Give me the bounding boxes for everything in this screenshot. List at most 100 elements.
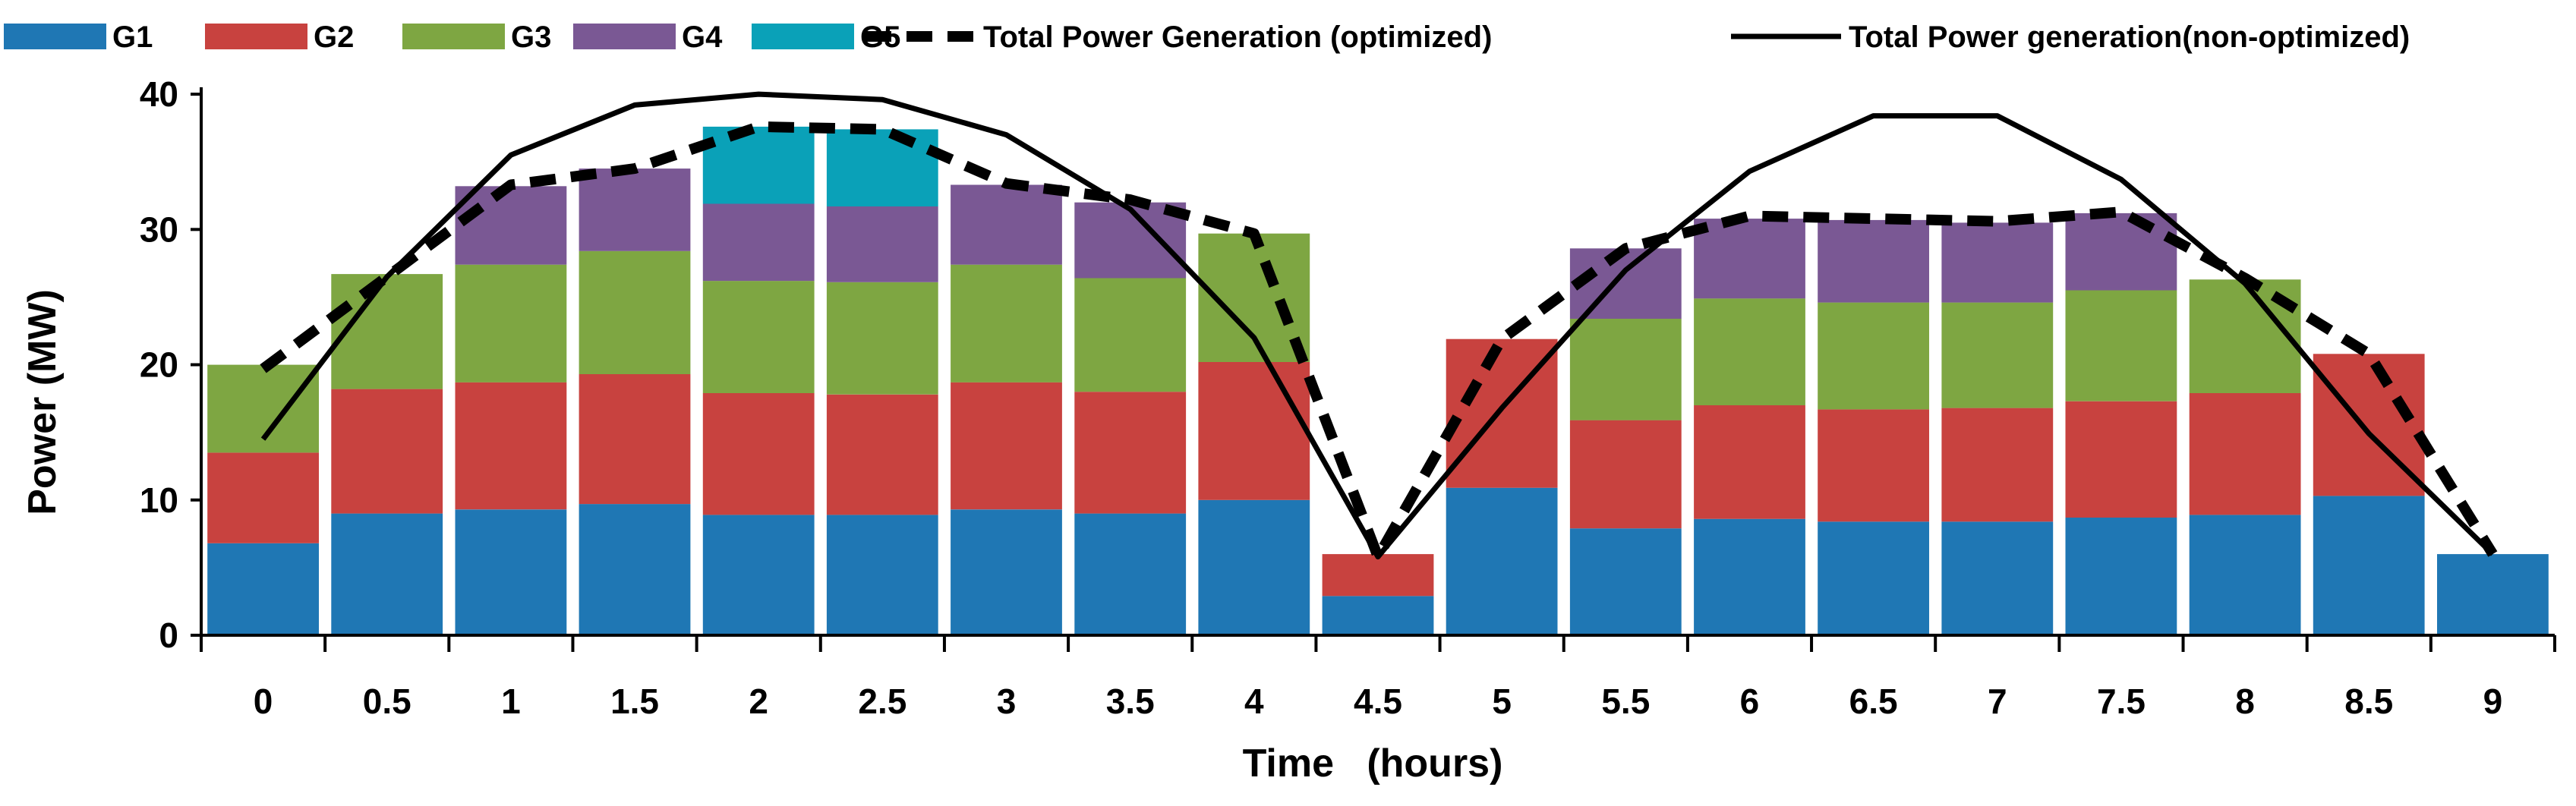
bar-g2-t6	[1694, 405, 1805, 519]
bar-g4-t3	[951, 184, 1062, 265]
bar-g1-t4	[1198, 499, 1310, 635]
bar-g2-t2	[702, 393, 815, 515]
bar-g3-t1.5	[579, 250, 691, 374]
legend-label-g1: G1	[112, 20, 153, 54]
x-tick-label: 3.5	[1106, 682, 1155, 721]
bar-g2-t5.5	[1569, 420, 1682, 529]
bar-g1-t7.5	[2065, 517, 2177, 635]
bar-g3-t6.5	[1818, 302, 1929, 410]
x-tick-label: 1.5	[610, 682, 659, 721]
x-tick-label: 5	[1492, 682, 1512, 721]
x-tick-label: 7	[1988, 682, 2007, 721]
x-tick-label: 8.5	[2344, 682, 2393, 721]
bar-g2-t4	[1198, 362, 1310, 500]
y-tick-label: 20	[140, 345, 178, 385]
bar-g4-t1	[455, 186, 567, 265]
bar-g2-t7	[1941, 408, 2054, 522]
x-tick-label: 2.5	[858, 682, 906, 721]
bar-g5-t2.5	[826, 129, 938, 206]
x-tick-label: 9	[2483, 682, 2503, 721]
bar-g2-t0.5	[331, 389, 443, 514]
legend-label-non-optimized: Total Power generation(non-optimized)	[1849, 20, 2410, 54]
x-tick-label: 7.5	[2097, 682, 2146, 721]
bar-g3-t0	[207, 364, 319, 453]
bar-g3-t0.5	[331, 274, 443, 389]
bar-g2-t3.5	[1074, 392, 1187, 514]
bar-g3-t7	[1941, 302, 2054, 408]
bar-g4-t2.5	[826, 206, 938, 282]
line-series	[260, 91, 2498, 562]
bar-g3-t2	[702, 281, 815, 393]
bar-g2-t4.5	[1322, 554, 1434, 597]
x-tick-label: 4.5	[1354, 682, 1402, 721]
bar-g3-t5.5	[1569, 319, 1682, 420]
bar-g2-t6.5	[1818, 409, 1929, 522]
axis-titles: Power (MW) Time (hours)	[20, 289, 1502, 786]
legend-label-g2: G2	[314, 20, 354, 54]
bar-g5-t2	[702, 126, 815, 204]
bar-g2-t8	[2189, 393, 2301, 515]
bar-g1-t6.5	[1818, 521, 1929, 635]
x-tick-label: 6.5	[1849, 682, 1898, 721]
bar-g2-t0	[207, 452, 319, 543]
bar-g2-t1	[455, 382, 567, 510]
bar-g1-t7	[1941, 521, 2054, 635]
bar-g2-t1.5	[579, 374, 691, 505]
legend-swatch-g5	[752, 24, 854, 49]
legend-swatch-g3	[402, 24, 505, 49]
chart-axes: 0 10 20 30 40 0 0.5 1 1.5 2 2.5 3 3.5 4 4.5 5 5.5 6 6.5 7 7.…	[140, 74, 2556, 721]
bar-g4-t6	[1694, 219, 1805, 299]
bar-g3-t7.5	[2065, 290, 2177, 401]
bar-g4-t5.5	[1569, 248, 1682, 319]
bar-g3-t2.5	[826, 282, 938, 395]
bar-stacks	[207, 126, 2549, 635]
x-tick-label: 6	[1740, 682, 1760, 721]
y-tick-label: 10	[140, 480, 178, 520]
y-tick-label: 0	[159, 616, 178, 655]
line-total-optimized	[260, 121, 2498, 562]
legend-swatch-g4	[573, 24, 676, 49]
y-tick-label: 40	[140, 74, 178, 114]
x-tick-label: 8	[2235, 682, 2255, 721]
bar-g1-t8	[2189, 515, 2301, 635]
line-total-non-optimized	[260, 91, 2495, 560]
legend-label-g4: G4	[682, 20, 723, 54]
legend-label-optimized: Total Power Generation (optimized)	[983, 20, 1492, 54]
bar-g1-t3.5	[1074, 513, 1187, 635]
bar-g1-t5.5	[1569, 528, 1682, 635]
bar-g4-t2	[702, 203, 815, 282]
bar-g4-t6.5	[1818, 219, 1929, 303]
bar-g3-t3.5	[1074, 278, 1187, 392]
bar-g1-t0.5	[331, 513, 443, 635]
bar-g1-t5	[1446, 487, 1558, 635]
bar-g3-t3	[951, 264, 1062, 383]
bar-g1-t6	[1694, 518, 1805, 635]
x-tick-label: 0	[254, 682, 273, 721]
bar-g1-t2	[702, 515, 815, 635]
bar-g4-t7.5	[2065, 213, 2177, 291]
bar-g2-t2.5	[826, 394, 938, 515]
y-axis-title: Power (MW)	[20, 289, 65, 515]
bar-g4-t1.5	[579, 168, 691, 251]
bar-g4-t7	[1941, 222, 2054, 303]
x-tick-label: 1	[501, 682, 521, 721]
bar-g1-t0	[207, 543, 319, 635]
x-tick-label: 2	[749, 682, 768, 721]
bar-g1-t2.5	[826, 515, 938, 635]
x-tick-label: 5.5	[1601, 682, 1650, 721]
bar-g1-t3	[951, 509, 1062, 635]
bar-g1-t9	[2437, 554, 2549, 635]
x-tick-label: 4	[1244, 682, 1264, 721]
x-tick-label: 3	[997, 682, 1017, 721]
bar-g2-t3	[951, 382, 1062, 510]
bar-g1-t8.5	[2313, 496, 2425, 635]
bar-g3-t6	[1694, 298, 1805, 405]
bar-g3-t1	[455, 264, 567, 383]
legend-swatch-g1	[4, 24, 106, 49]
legend-label-g3: G3	[511, 20, 551, 54]
chart-legend: G1G2G3G4G5Total Power Generation (optimi…	[4, 20, 2410, 54]
y-tick-label: 30	[140, 209, 178, 249]
bar-g1-t1.5	[579, 504, 691, 635]
x-tick-label: 0.5	[363, 682, 411, 721]
